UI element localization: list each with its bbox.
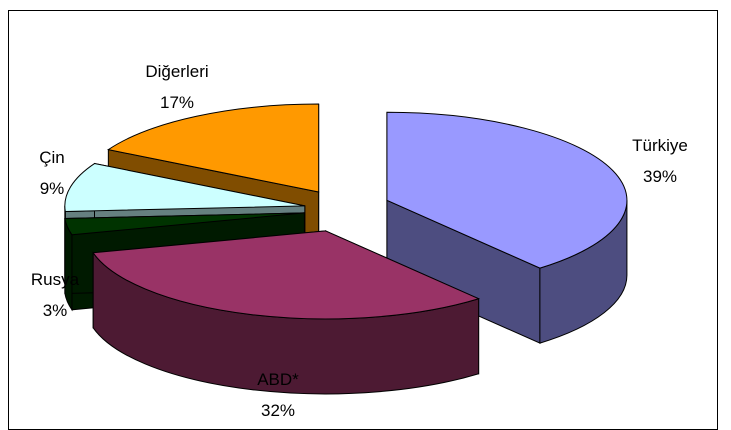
slice-pct-abd: 32% [261, 401, 295, 420]
slice-label-abd: ABD* [257, 370, 299, 389]
slice-pct-digerleri: 17% [160, 93, 194, 112]
slice-label-rusya: Rusya [31, 270, 80, 289]
slice-pct-turkiye: 39% [643, 167, 677, 186]
slice-label-cin: Çin [39, 148, 65, 167]
slice-label-turkiye: Türkiye [632, 136, 688, 155]
slice-pct-rusya: 3% [43, 301, 68, 320]
slices-layer [65, 104, 627, 394]
slice-pct-cin: 9% [40, 179, 65, 198]
slice-label-digerleri: Diğerleri [145, 62, 208, 81]
